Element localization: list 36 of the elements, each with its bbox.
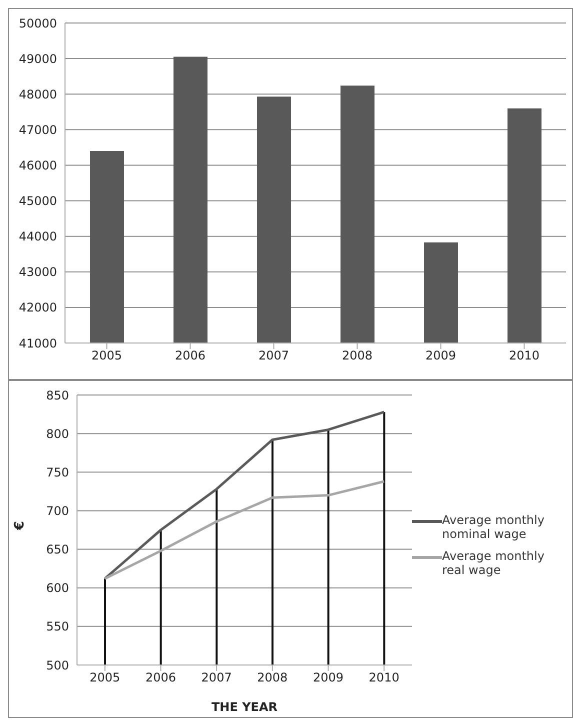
line-series [104,480,386,580]
y-tick-label: 43000 [18,265,57,280]
x-tick-label: 2010 [508,348,540,363]
y-tick-label: 47000 [18,122,57,137]
x-tick-label: 2006 [145,670,176,685]
y-axis-title: € [12,520,28,531]
y-tick-label: 46000 [18,158,57,172]
legend-label: Average monthly real wage [442,549,546,577]
y-tick-label: 41000 [18,336,57,350]
y-tick-label: 800 [46,426,69,441]
y-tick-label: 700 [46,504,69,518]
x-tick-label: 2007 [201,670,232,685]
x-tick-label: 2007 [258,348,290,363]
y-tick-label: 50000 [18,16,57,30]
x-tick-label: 2009 [312,670,344,685]
x-tick-label: 2008 [342,348,373,363]
y-tick-label: 48000 [18,87,57,102]
y-tick-label: 45000 [18,194,57,208]
y-tick-label: 600 [46,581,69,596]
x-tick-label: 2005 [91,348,122,363]
x-tick-label: 2008 [257,670,288,685]
legend-label: Average monthly nominal wage [442,513,546,541]
y-tick-label: 42000 [18,300,57,315]
y-tick-label: 650 [46,542,69,557]
x-tick-label: 2005 [90,670,120,685]
y-tick-label: 550 [46,620,69,634]
y-tick-label: 750 [46,465,69,480]
line-series [104,410,386,580]
y-tick-label: 850 [46,388,69,402]
y-tick-label: 44000 [18,230,57,244]
x-tick-label: 2006 [174,348,206,363]
y-tick-label: 500 [46,658,69,672]
x-tick-label: 2009 [425,348,456,363]
x-axis-title: THE YEAR [211,700,278,714]
y-tick-label: 49000 [18,52,57,66]
x-tick-label: 2010 [368,670,400,685]
